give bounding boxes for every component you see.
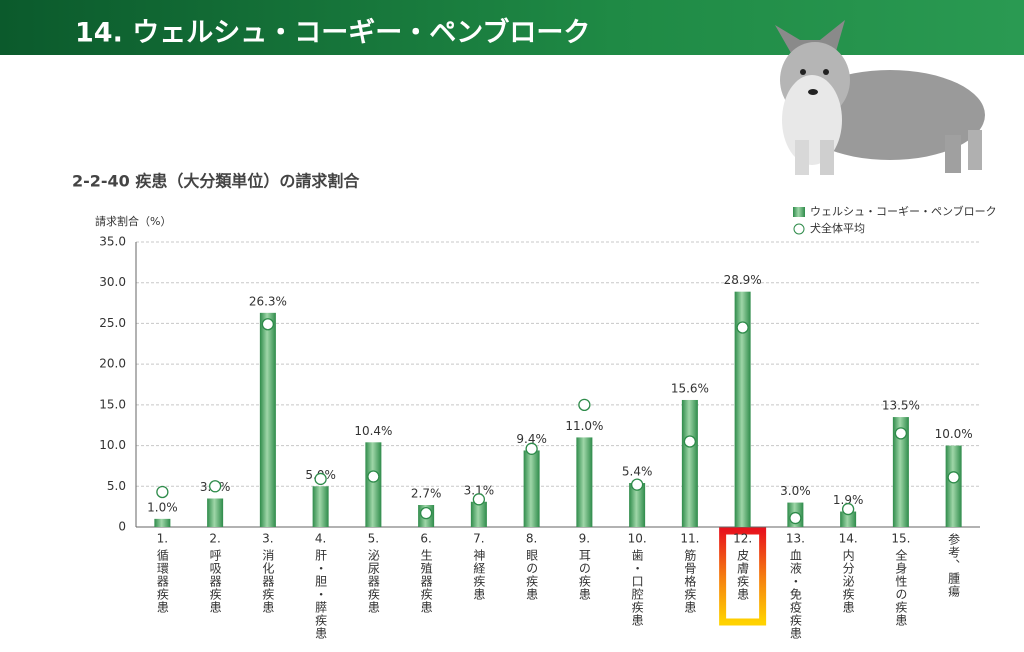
x-tick-label: 皮膚疾患 (736, 549, 750, 601)
x-tick-number: 14. (839, 532, 858, 546)
average-marker (578, 398, 591, 412)
bar (154, 518, 171, 527)
x-tick-label: 神経疾患 (472, 549, 486, 601)
bar (945, 445, 962, 527)
data-label: 11.0% (565, 419, 603, 433)
y-tick-label: 20.0 (99, 357, 126, 371)
legend-label: ウェルシュ・コーギー・ペンブローク (810, 204, 997, 218)
bar (840, 511, 857, 527)
bar (207, 498, 224, 527)
x-tick-number: 5. (368, 532, 379, 546)
dog-illustration (775, 20, 985, 175)
x-tick-label: 参考、腫瘍 (947, 532, 961, 598)
x-tick-label: 耳の疾患 (577, 549, 591, 601)
x-tick-number: 3. (262, 532, 273, 546)
average-marker (736, 321, 749, 334)
x-tick-number: 11. (680, 532, 699, 546)
x-tick-number: 12. (733, 532, 752, 546)
header-bar (0, 0, 1024, 55)
header-title: 14. ウェルシュ・コーギー・ペンブローク (75, 17, 590, 49)
legend-swatch (793, 207, 805, 217)
x-tick-number: 13. (786, 532, 805, 546)
x-tick-label: 内分泌疾患 (841, 549, 855, 614)
legend-swatch (793, 223, 805, 235)
average-marker (208, 480, 222, 493)
average-marker (789, 511, 802, 525)
x-tick-label: 泌尿器疾患 (366, 549, 380, 614)
x-tick-number: 6. (420, 532, 431, 546)
x-tick-number: 15. (891, 532, 910, 546)
y-tick-label: 30.0 (99, 275, 126, 289)
x-tick-label: 生殖器疾患 (419, 549, 433, 614)
bar (892, 417, 909, 527)
data-label: 3.1% (464, 483, 495, 497)
data-label: 10.4% (354, 424, 392, 438)
y-tick-label: 35.0 (99, 235, 126, 249)
bar (470, 501, 487, 527)
data-label: 1.0% (147, 500, 178, 514)
bar (312, 486, 329, 527)
data-label: 28.9% (724, 273, 762, 287)
x-tick-number: 7. (473, 532, 484, 546)
data-label: 26.3% (249, 294, 287, 308)
highlight-box (719, 527, 767, 626)
bar (259, 312, 276, 527)
x-tick-number: 4. (315, 532, 326, 546)
average-marker (947, 471, 960, 484)
x-tick-number: 8. (526, 532, 537, 546)
y-tick-label: 25.0 (99, 316, 126, 330)
x-tick-number: 10. (628, 532, 647, 546)
data-label: 9.4% (516, 432, 547, 446)
data-label: 13.5% (882, 399, 920, 413)
average-marker (314, 472, 327, 486)
average-marker (419, 507, 433, 520)
bar (523, 450, 540, 527)
average-marker (894, 427, 908, 440)
average-marker (683, 435, 697, 448)
x-tick-label: 筋骨格疾患 (683, 548, 697, 614)
x-tick-label: 消化器疾患 (261, 549, 275, 614)
y-tick-label: 10.0 (99, 438, 126, 452)
x-tick-label: 歯・口腔疾患 (630, 549, 644, 627)
chart-title: 2-2-40 疾患（大分類単位）の請求割合 (72, 172, 360, 191)
y-tick-label: 15.0 (99, 397, 126, 411)
average-marker (367, 470, 380, 483)
x-tick-label: 肝・胆・膵疾患 (314, 549, 328, 640)
x-tick-number: 9. (579, 532, 590, 546)
y-tick-label: 0 (118, 520, 126, 534)
bar (576, 437, 593, 527)
data-label: 3.0% (780, 484, 811, 498)
y-axis-label: 請求割合（%） (95, 214, 171, 228)
x-tick-label: 全身性の疾患 (894, 548, 908, 627)
bar (681, 399, 698, 527)
y-tick-label: 5.0 (107, 479, 126, 493)
average-marker (156, 485, 169, 499)
average-marker (841, 502, 855, 516)
x-tick-label: 呼吸器疾患 (208, 549, 222, 614)
x-tick-label: 眼の疾患 (525, 549, 539, 601)
average-marker (630, 478, 644, 491)
data-label: 2.7% (411, 487, 442, 501)
average-marker (261, 318, 275, 331)
data-label: 1.9% (833, 493, 864, 507)
x-tick-number: 2. (209, 532, 220, 546)
x-tick-label: 血液・免疫疾患 (788, 549, 802, 640)
bar (734, 291, 751, 527)
data-label: 10.0% (935, 427, 973, 441)
data-label: 15.6% (671, 381, 709, 395)
average-marker (472, 493, 486, 506)
data-label: 5.4% (622, 465, 653, 479)
legend-label: 犬全体平均 (810, 221, 865, 235)
x-tick-label: 循環器疾患 (155, 549, 169, 614)
bar (365, 442, 382, 527)
average-marker (525, 442, 538, 455)
bar (629, 483, 646, 527)
x-tick-number: 1. (157, 532, 168, 546)
